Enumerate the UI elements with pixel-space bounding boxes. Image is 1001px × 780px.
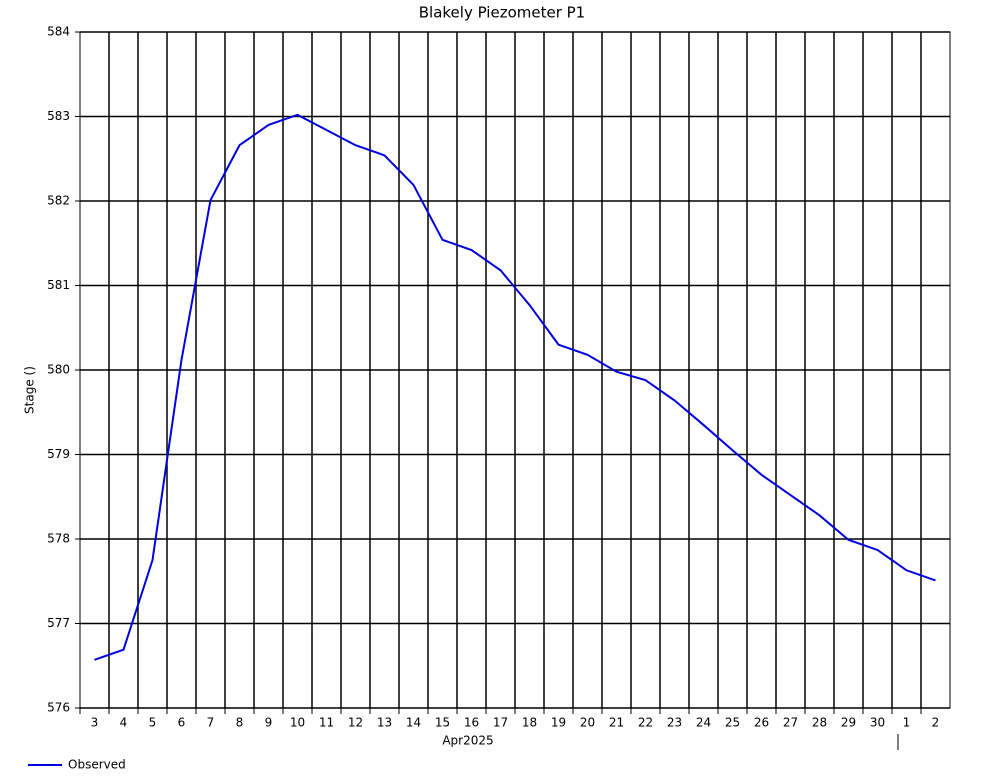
y-tick-label: 581 — [47, 278, 70, 292]
x-tick-label: 3 — [91, 716, 99, 730]
y-tick-label: 579 — [47, 447, 70, 461]
x-tick-label: 14 — [406, 716, 421, 730]
x-tick-label: 7 — [207, 716, 215, 730]
x-axis-label: Apr2025 — [442, 734, 493, 748]
y-tick-label: 584 — [47, 25, 70, 39]
chart-title: Blakely Piezometer P1 — [419, 4, 585, 22]
x-tick-label: 8 — [236, 716, 244, 730]
x-tick-label: 6 — [178, 716, 186, 730]
x-tick-label: 19 — [551, 716, 566, 730]
y-tick-label: 583 — [47, 109, 70, 123]
y-tick-label: 577 — [47, 616, 70, 630]
x-tick-label: 1 — [903, 716, 911, 730]
y-tick-label: 576 — [47, 701, 70, 715]
x-tick-label: 22 — [638, 716, 653, 730]
x-tick-label: 29 — [841, 716, 856, 730]
x-tick-label: 15 — [435, 716, 450, 730]
data-line — [94, 113, 936, 661]
y-tick-label: 582 — [47, 194, 70, 208]
x-tick-label: 2 — [932, 716, 940, 730]
x-tick-label: 27 — [783, 716, 798, 730]
x-tick-label: 5 — [149, 716, 157, 730]
x-tick-label: 25 — [725, 716, 740, 730]
y-tick-label: 578 — [47, 532, 70, 546]
x-tick-label: 4 — [120, 716, 128, 730]
x-tick-label: 23 — [667, 716, 682, 730]
x-tick-label: 26 — [754, 716, 769, 730]
x-tick-label: 9 — [265, 716, 273, 730]
y-tick-label: 580 — [47, 363, 70, 377]
x-tick-label: 17 — [493, 716, 508, 730]
x-tick-label: 10 — [290, 716, 305, 730]
x-tick-label: 28 — [812, 716, 827, 730]
x-tick-label: 18 — [522, 716, 537, 730]
x-tick-label: 21 — [609, 716, 624, 730]
x-tick-label: 24 — [696, 716, 711, 730]
legend-label: Observed — [68, 758, 126, 772]
x-tick-label: 16 — [464, 716, 479, 730]
x-tick-label: 13 — [377, 716, 392, 730]
y-axis-label: Stage () — [23, 366, 37, 414]
x-tick-label: 20 — [580, 716, 595, 730]
x-tick-label: 12 — [348, 716, 363, 730]
x-tick-label: 11 — [319, 716, 334, 730]
x-tick-label: 30 — [870, 716, 885, 730]
